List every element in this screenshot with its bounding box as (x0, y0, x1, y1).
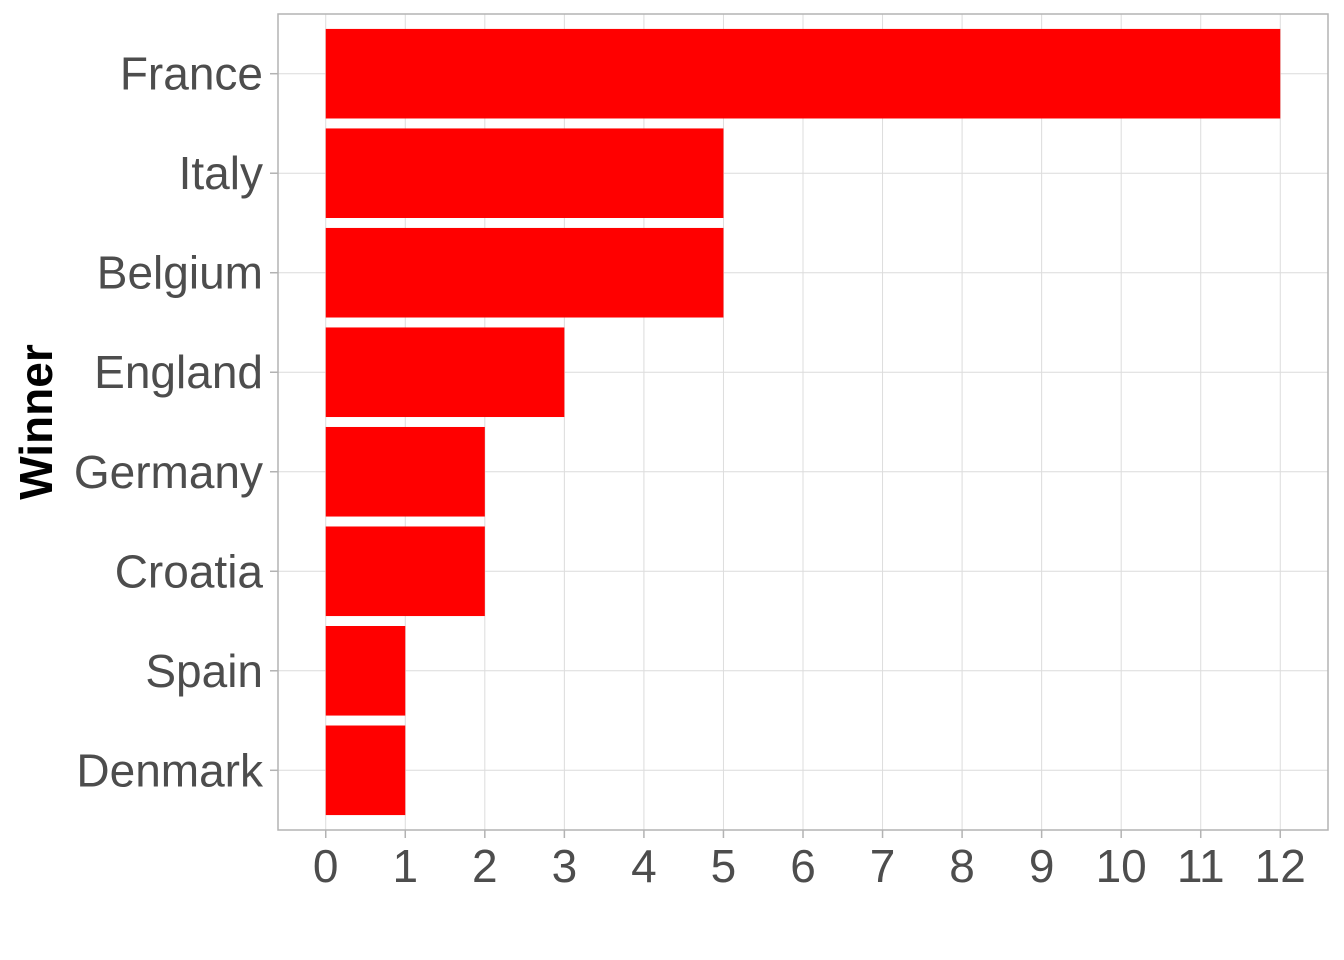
x-tick-label: 7 (870, 840, 896, 892)
axis-ticks (270, 72, 1282, 838)
category-label-spain: Spain (145, 645, 263, 697)
x-tick-label: 6 (790, 840, 816, 892)
x-tick-labels: 0 1 2 3 4 5 6 7 8 9 10 11 12 (313, 840, 1306, 892)
category-label-denmark: Denmark (76, 744, 264, 796)
bar-england (325, 327, 565, 418)
bar-italy (325, 128, 724, 218)
x-tick-label: 4 (631, 840, 657, 892)
bar-germany (325, 426, 485, 517)
x-tick-label: 10 (1096, 840, 1147, 892)
bar-spain (325, 626, 406, 716)
bar-denmark (325, 725, 406, 816)
category-label-germany: Germany (74, 446, 263, 498)
category-label-england: England (94, 346, 263, 398)
x-tick-label: 9 (1029, 840, 1055, 892)
x-tick-label: 11 (1177, 840, 1225, 892)
x-tick-label: 12 (1255, 840, 1306, 892)
category-label-belgium: Belgium (97, 247, 263, 299)
bar-belgium (325, 227, 724, 318)
x-tick-label: 5 (711, 840, 737, 892)
category-label-italy: Italy (179, 147, 263, 199)
x-tick-label: 2 (472, 840, 498, 892)
x-tick-label: 1 (392, 840, 418, 892)
bar-france (325, 28, 1281, 119)
category-labels: France Italy Belgium England Germany Croatia S… (74, 48, 264, 797)
bar-croatia (325, 526, 485, 617)
category-label-france: France (120, 48, 263, 100)
x-tick-label: 0 (313, 840, 339, 892)
x-tick-label: 8 (949, 840, 975, 892)
x-tick-label: 3 (552, 840, 578, 892)
bars (325, 28, 1281, 816)
category-label-croatia: Croatia (115, 545, 264, 597)
y-axis-title: Winner (10, 344, 62, 500)
